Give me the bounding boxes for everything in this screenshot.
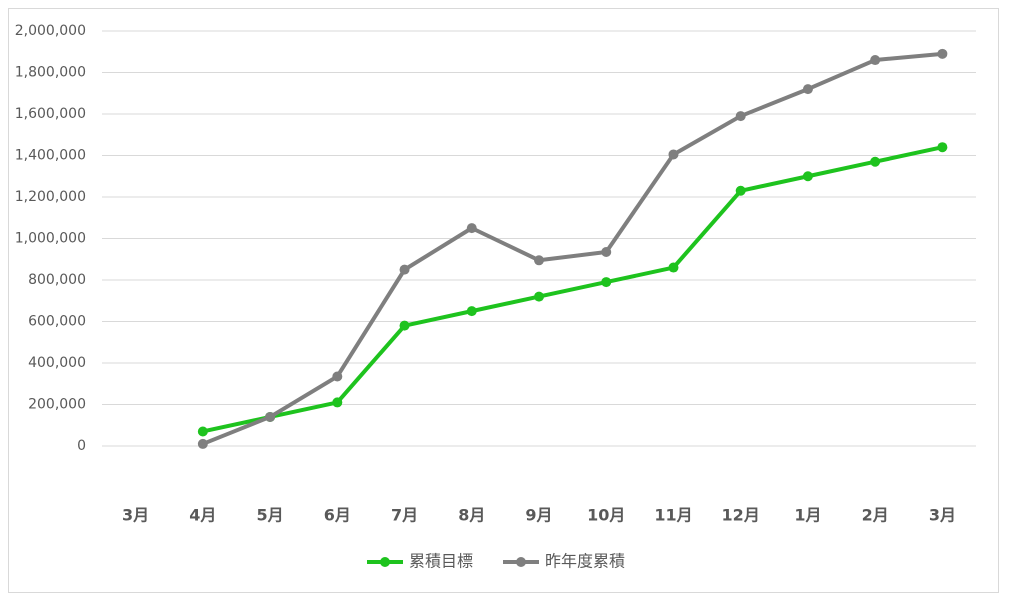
y-tick-label: 1,600,000	[15, 106, 86, 122]
y-tick-label: 1,800,000	[15, 65, 86, 81]
x-tick-label: 3月	[122, 506, 149, 525]
data-point	[937, 142, 948, 153]
data-point	[668, 149, 679, 160]
chart-border	[8, 8, 999, 593]
data-point	[466, 223, 477, 234]
data-point	[399, 264, 410, 275]
x-tick-label: 7月	[391, 506, 418, 525]
x-tick-label: 3月	[929, 506, 956, 525]
legend-marker	[380, 557, 390, 567]
data-point	[332, 371, 343, 382]
y-tick-label: 400,000	[28, 355, 86, 371]
legend-label: 累積目標	[409, 552, 473, 571]
y-tick-label: 1,000,000	[15, 231, 86, 247]
data-point	[197, 426, 208, 437]
x-tick-label: 4月	[189, 506, 216, 525]
y-tick-label: 200,000	[28, 397, 86, 413]
x-tick-label: 11月	[654, 506, 692, 525]
y-tick-label: 1,200,000	[15, 189, 86, 205]
data-point	[668, 262, 679, 273]
series-line	[202, 51, 943, 446]
data-point	[601, 246, 612, 257]
data-point	[735, 111, 746, 122]
x-tick-label: 2月	[862, 506, 889, 525]
data-point	[534, 291, 544, 302]
data-point	[937, 48, 948, 59]
data-point	[197, 438, 208, 449]
data-point	[870, 55, 881, 66]
data-point	[802, 84, 813, 95]
series-line	[202, 145, 943, 434]
legend-label: 昨年度累積	[545, 552, 625, 571]
y-tick-label: 2,000,000	[15, 23, 86, 39]
data-point	[265, 411, 276, 422]
x-tick-label: 6月	[324, 506, 351, 525]
legend-marker	[516, 557, 526, 567]
data-point	[870, 156, 881, 167]
data-point	[399, 320, 410, 331]
x-tick-label: 12月	[722, 506, 760, 525]
data-point	[534, 255, 544, 266]
y-tick-label: 1,400,000	[15, 148, 86, 164]
x-tick-label: 1月	[794, 506, 821, 525]
data-point	[332, 397, 343, 408]
data-point	[735, 185, 746, 196]
x-tick-label: 9月	[525, 506, 552, 525]
data-point	[802, 171, 813, 182]
data-point	[466, 306, 477, 317]
x-tick-label: 5月	[257, 506, 284, 525]
y-tick-label: 800,000	[28, 272, 86, 288]
y-tick-label: 0	[77, 438, 86, 454]
x-tick-label: 8月	[458, 506, 485, 525]
data-point	[601, 277, 612, 288]
y-tick-label: 600,000	[28, 314, 86, 330]
x-tick-label: 10月	[587, 506, 625, 525]
